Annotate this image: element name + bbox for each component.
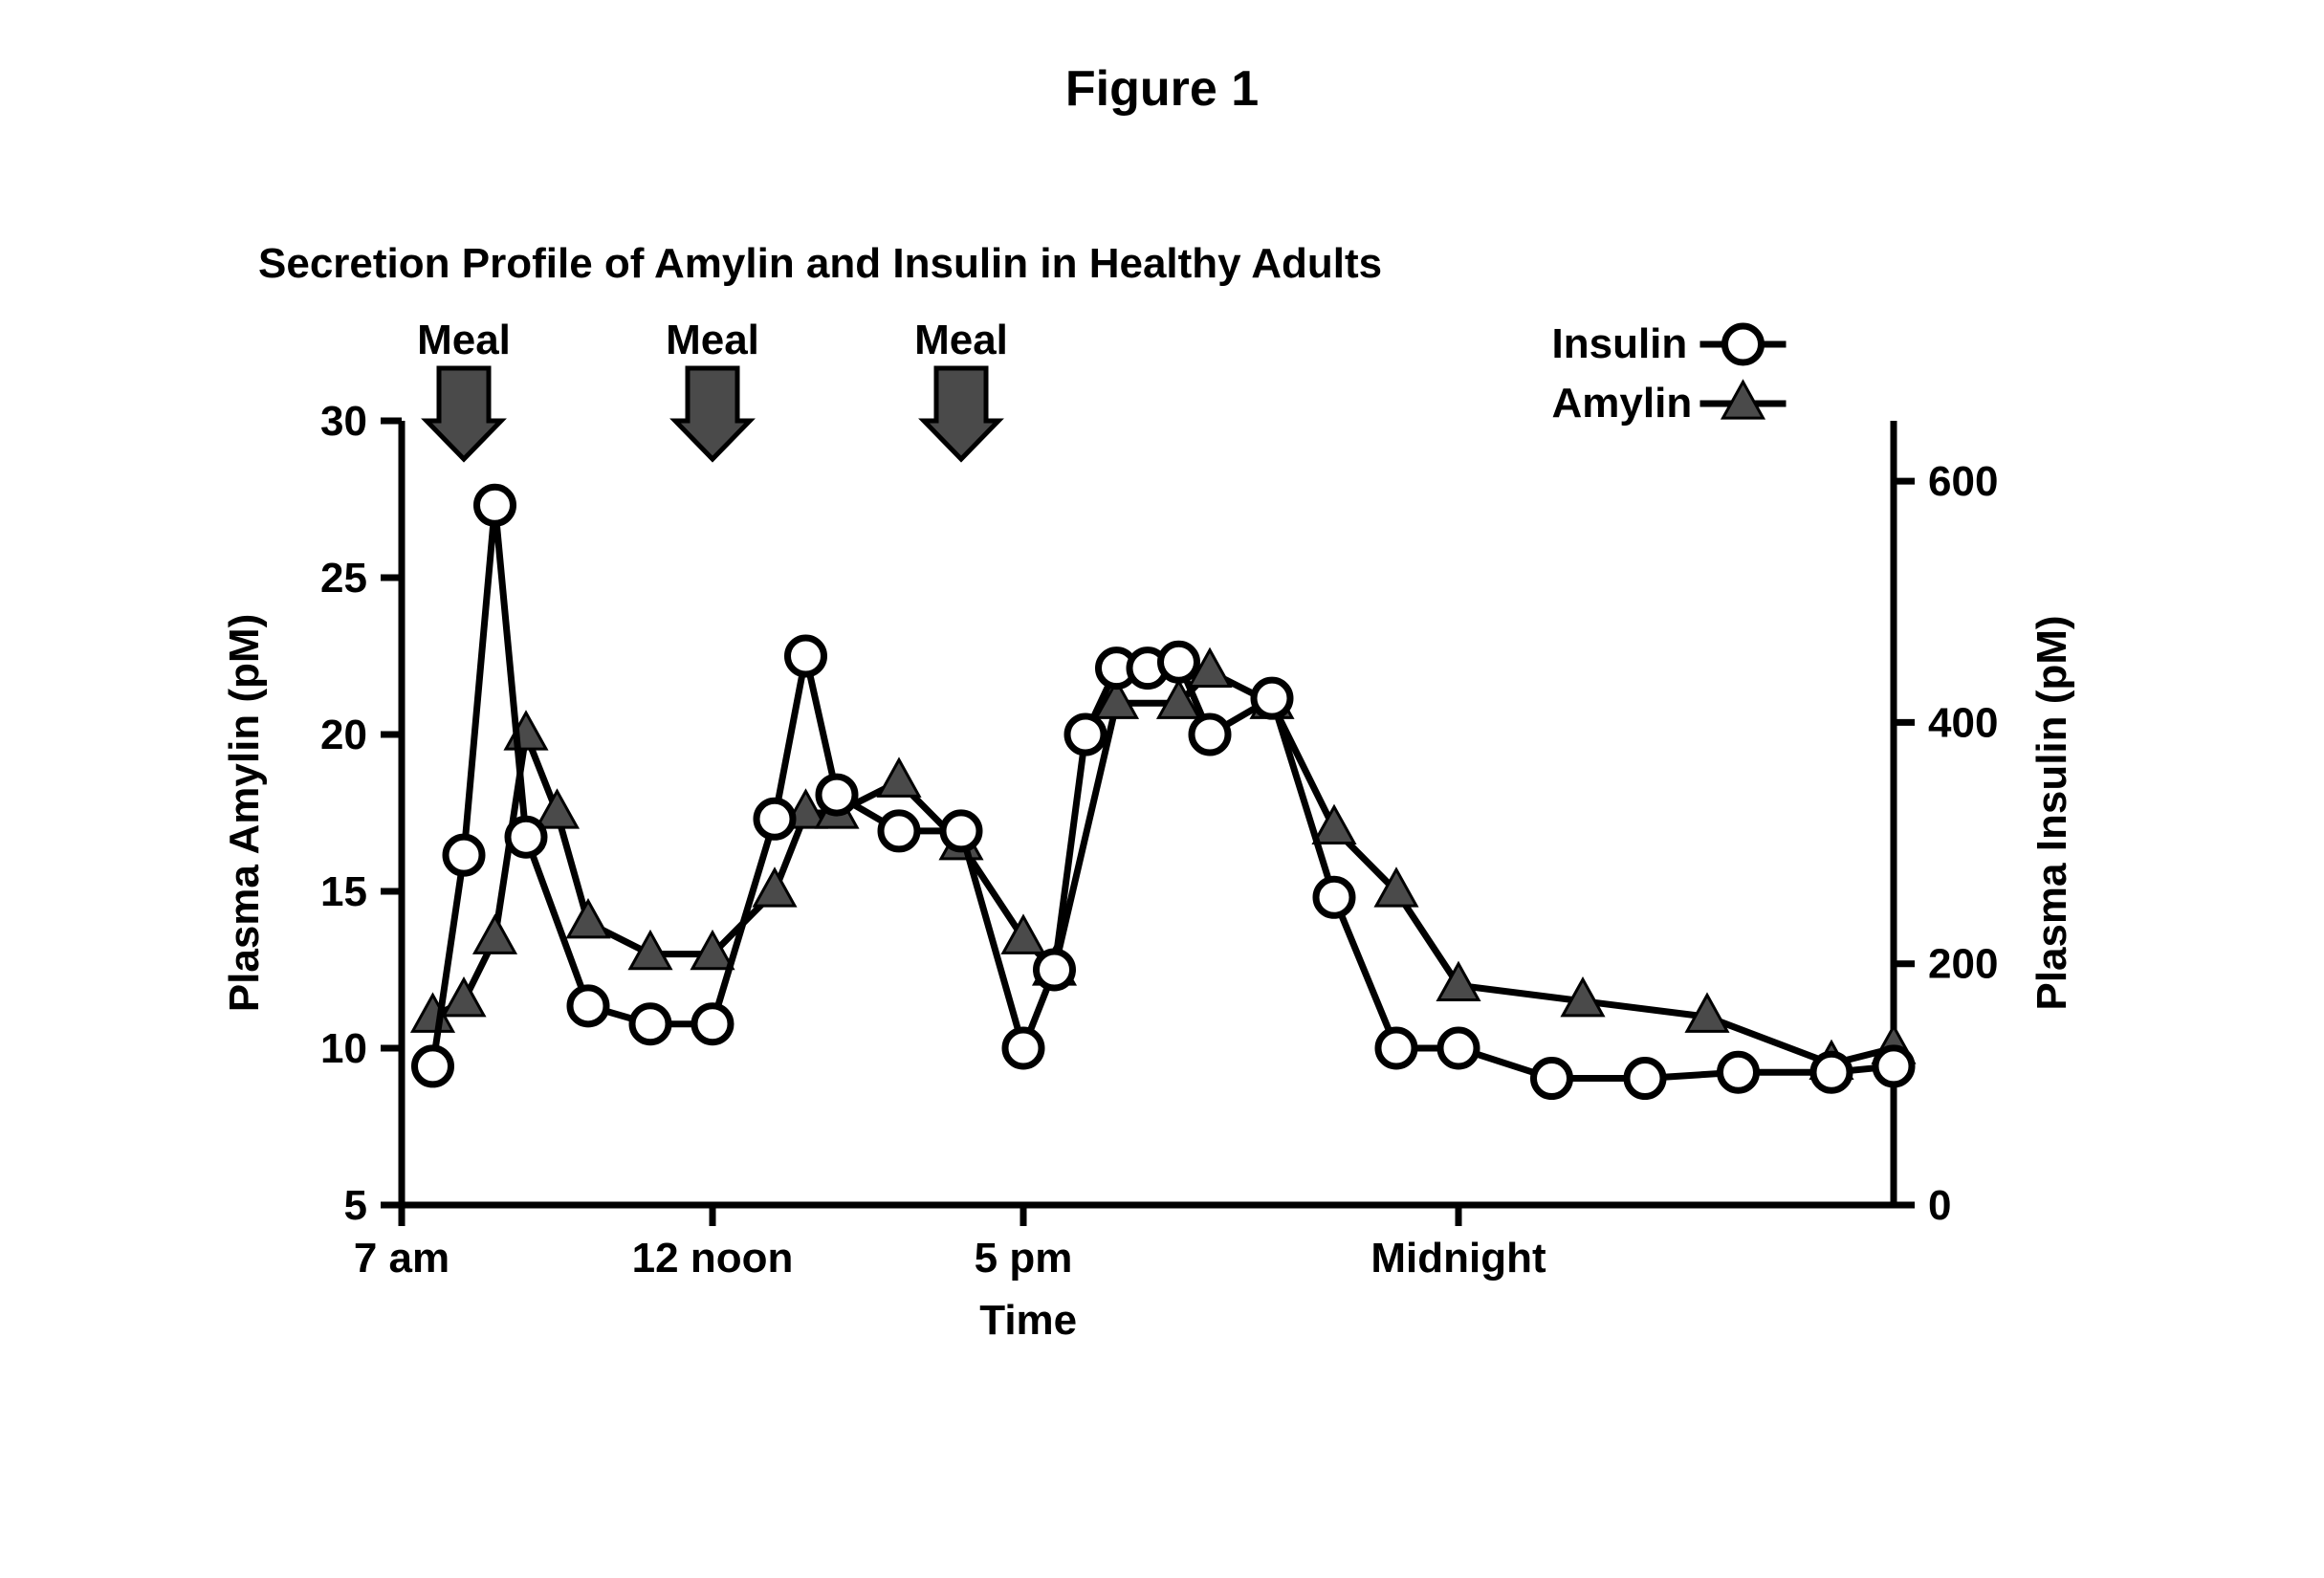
meal-arrow-icon [427, 368, 501, 459]
y-right-tick-label: 400 [1928, 699, 1998, 746]
meal-label: Meal [417, 317, 511, 363]
insulin-marker [694, 1006, 731, 1042]
meal-arrow-icon [924, 368, 998, 459]
x-axis-label: Time [979, 1297, 1077, 1344]
insulin-marker [570, 988, 606, 1024]
amylin-marker [475, 917, 515, 953]
insulin-marker [1725, 326, 1762, 362]
insulin-marker [1378, 1030, 1414, 1066]
x-tick-label: 5 pm [975, 1235, 1073, 1282]
meal-arrow-icon [675, 368, 750, 459]
insulin-marker [1875, 1048, 1912, 1085]
amylin-marker [1314, 807, 1354, 844]
legend-label-insulin: Insulin [1552, 320, 1688, 367]
insulin-marker [1192, 716, 1228, 753]
amylin-marker [537, 791, 578, 827]
x-tick-label: Midnight [1370, 1235, 1546, 1282]
y-right-tick-label: 200 [1928, 941, 1998, 988]
y-left-tick-label: 15 [320, 868, 367, 915]
amylin-marker [444, 979, 484, 1016]
y-right-tick-label: 0 [1928, 1182, 1951, 1229]
insulin-line [433, 505, 1895, 1078]
meal-label: Meal [666, 317, 759, 363]
insulin-marker [1813, 1054, 1850, 1090]
insulin-marker [446, 837, 482, 873]
legend-label-amylin: Amylin [1552, 380, 1693, 427]
insulin-marker [881, 813, 917, 849]
insulin-marker [1161, 644, 1197, 680]
y-left-tick-label: 10 [320, 1025, 367, 1072]
insulin-marker [1721, 1054, 1757, 1090]
x-tick-label: 7 am [354, 1235, 449, 1282]
y-left-tick-label: 20 [320, 712, 367, 758]
insulin-marker [788, 638, 824, 674]
insulin-marker [756, 800, 793, 837]
y-left-axis-label: Plasma Amylin (pM) [221, 614, 268, 1012]
y-right-axis-label: Plasma Insulin (pM) [2028, 615, 2075, 1010]
insulin-marker [1316, 879, 1352, 915]
insulin-marker [1005, 1030, 1041, 1066]
y-right-tick-label: 600 [1928, 458, 1998, 505]
insulin-marker [1627, 1061, 1663, 1097]
y-left-tick-label: 25 [320, 555, 367, 602]
figure-title: Figure 1 [1065, 61, 1259, 117]
amylin-marker [568, 901, 608, 937]
x-tick-label: 12 noon [632, 1235, 794, 1282]
insulin-marker [415, 1048, 451, 1085]
amylin-marker [879, 760, 919, 797]
meal-label: Meal [914, 317, 1008, 363]
insulin-marker [819, 777, 855, 813]
insulin-marker [1037, 952, 1073, 988]
y-left-tick-label: 30 [320, 398, 367, 445]
amylin-marker [1723, 382, 1764, 418]
insulin-marker [1534, 1061, 1570, 1097]
insulin-marker [508, 819, 544, 855]
insulin-marker [943, 813, 979, 849]
insulin-marker [632, 1006, 669, 1042]
chart-subtitle: Secretion Profile of Amylin and Insulin … [258, 240, 1382, 287]
insulin-marker [1067, 716, 1104, 753]
insulin-marker [1440, 1030, 1477, 1066]
insulin-marker [477, 487, 514, 523]
y-left-tick-label: 5 [344, 1182, 367, 1229]
insulin-marker [1254, 680, 1290, 716]
